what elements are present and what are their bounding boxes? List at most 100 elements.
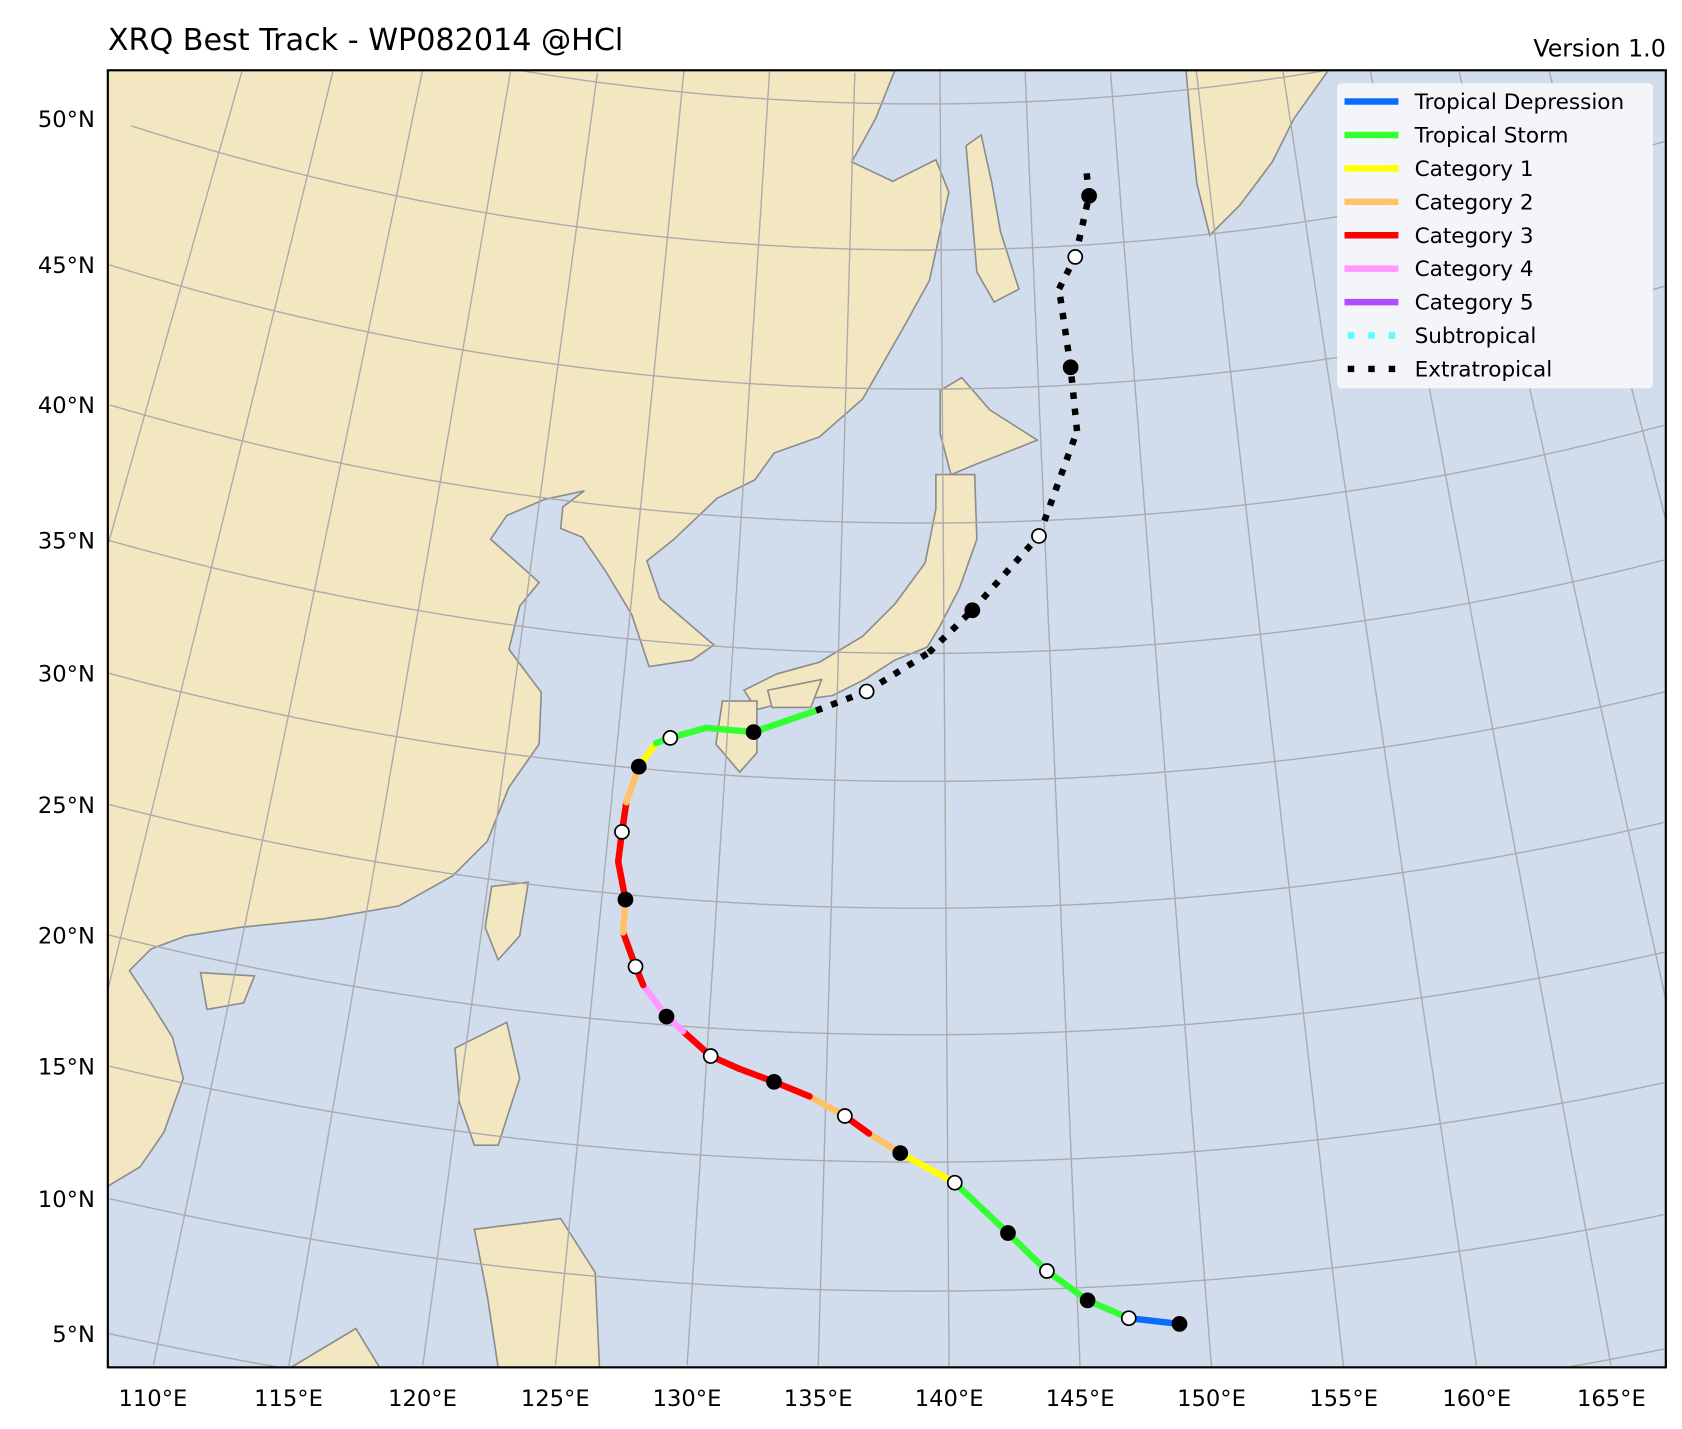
legend-label: Subtropical	[1415, 324, 1537, 349]
track-point-open	[1031, 528, 1047, 544]
track-point-open	[1039, 1263, 1055, 1279]
track-point-filled	[892, 1145, 909, 1161]
parallel-line	[108, 1332, 278, 1368]
track-segment-ts	[1043, 1267, 1091, 1304]
track-segment-ts	[750, 707, 820, 736]
legend-box	[1336, 83, 1653, 389]
parallel-line	[519, 70, 1327, 105]
track-point-filled	[1171, 1316, 1188, 1332]
meridian-line	[1282, 71, 1478, 1366]
land-luzon	[454, 1021, 521, 1147]
parallel-line	[109, 539, 1666, 655]
track-point-open	[946, 1174, 963, 1191]
track-point-filled	[1062, 359, 1079, 376]
lon-tick-label: 160°E	[1442, 1386, 1511, 1412]
track-point-filled	[766, 1073, 782, 1090]
parallel-line	[1567, 1348, 1665, 1368]
land-shikoku	[766, 678, 823, 709]
lon-tick-label: 125°E	[521, 1386, 590, 1412]
meridian-line	[554, 70, 685, 1365]
track-point-open	[1120, 1310, 1137, 1327]
track-segment-ex	[1056, 255, 1079, 291]
land-mindanao-visayas	[473, 1217, 601, 1368]
track-segment-ex	[1067, 366, 1081, 432]
lon-tick-label: 110°E	[119, 1386, 188, 1412]
lat-tick-label: 15°N	[38, 1054, 95, 1080]
meridian-line	[152, 70, 424, 1366]
track-point-open	[614, 824, 630, 840]
lon-tick-label: 145°E	[1046, 1386, 1115, 1412]
legend-label: Tropical Depression	[1414, 90, 1625, 115]
track-segment-c1	[897, 1149, 959, 1186]
track-segment-ex	[1072, 195, 1093, 258]
track-segment-ts	[702, 724, 757, 736]
track-point-open	[836, 1108, 853, 1124]
legend-label: Tropical Storm	[1414, 124, 1569, 149]
lon-tick-label: 115°E	[254, 1386, 323, 1412]
meridian-line	[1109, 72, 1213, 1367]
lat-tick-label: 30°N	[38, 662, 95, 688]
legend-label: Category 3	[1415, 224, 1534, 249]
lon-tick-label: 165°E	[1577, 1386, 1646, 1412]
version-label: Version 1.0	[1533, 34, 1665, 62]
parallel-line	[109, 1065, 1665, 1163]
land-kamchatka	[1185, 70, 1330, 237]
legend-label: Category 2	[1415, 190, 1534, 215]
track-segment-td	[1125, 1314, 1183, 1328]
track-point-open	[702, 1048, 719, 1064]
lat-tick-label: 50°N	[38, 107, 95, 133]
lat-tick-label: 40°N	[38, 393, 95, 419]
parallel-line	[108, 934, 1666, 1036]
lon-tick-label: 130°E	[653, 1386, 722, 1412]
meridian-line	[686, 71, 771, 1365]
land-asia-mainland	[107, 70, 950, 1188]
lat-tick-label: 20°N	[38, 923, 95, 949]
track-segment-ex	[926, 607, 975, 655]
lat-tick-label: 45°N	[38, 253, 95, 279]
land-masses	[107, 70, 1330, 1368]
parallel-line	[108, 803, 1665, 909]
land-honshu	[742, 473, 978, 711]
meridian-line	[422, 72, 599, 1366]
track-point-filled	[630, 758, 647, 775]
legend-label: Category 1	[1415, 157, 1534, 182]
latitude-tick-labels: 5°N 10°N 15°N 20°N 25°N 30°N 35°N 40°N 45°N 50°N	[38, 107, 95, 1348]
storm-track	[614, 166, 1188, 1332]
land-borneo	[289, 1327, 381, 1368]
meridian-line	[939, 70, 950, 1368]
land-sakhalin	[965, 133, 1020, 304]
track-point-filled	[1079, 1292, 1096, 1309]
legend-label: Category 5	[1415, 291, 1534, 316]
track-point-open	[1067, 249, 1084, 265]
lon-tick-label: 140°E	[915, 1386, 984, 1412]
legend-label: Category 4	[1415, 257, 1534, 282]
legend: Tropical Depression Tropical Storm Categor…	[1336, 83, 1653, 389]
track-segment-ts	[1004, 1229, 1051, 1275]
meridian-line	[817, 72, 856, 1366]
track-segment-ex	[969, 533, 1042, 613]
longitude-tick-labels: 110°E 115°E 120°E 125°E 130°E 135°E 140°E 145°E…	[119, 1386, 1646, 1412]
meridian-line	[1195, 70, 1345, 1368]
chart-title: XRQ Best Track - WP082014 @HCl	[108, 23, 624, 58]
track-point-open	[627, 958, 644, 975]
track-point-filled	[964, 602, 981, 619]
lon-tick-label: 135°E	[784, 1386, 853, 1412]
meridian-line	[1024, 71, 1081, 1367]
track-point-filled	[1000, 1225, 1016, 1241]
lat-tick-label: 35°N	[38, 529, 95, 555]
lat-tick-label: 10°N	[38, 1187, 95, 1213]
legend-label: Extratropical	[1415, 357, 1553, 382]
parallel-line	[109, 404, 1665, 524]
land-hainan	[199, 971, 256, 1011]
lat-tick-label: 25°N	[38, 793, 95, 819]
parallel-line	[109, 1198, 1664, 1292]
track-point-filled	[745, 724, 762, 740]
lon-tick-label: 155°E	[1309, 1386, 1378, 1412]
track-segment-ts	[951, 1179, 1012, 1237]
track-point-open	[662, 730, 679, 746]
map-frame	[106, 69, 1667, 1369]
meridian-line	[107, 71, 243, 544]
parallel-line	[108, 672, 1666, 783]
track-segment-ex	[864, 649, 931, 695]
